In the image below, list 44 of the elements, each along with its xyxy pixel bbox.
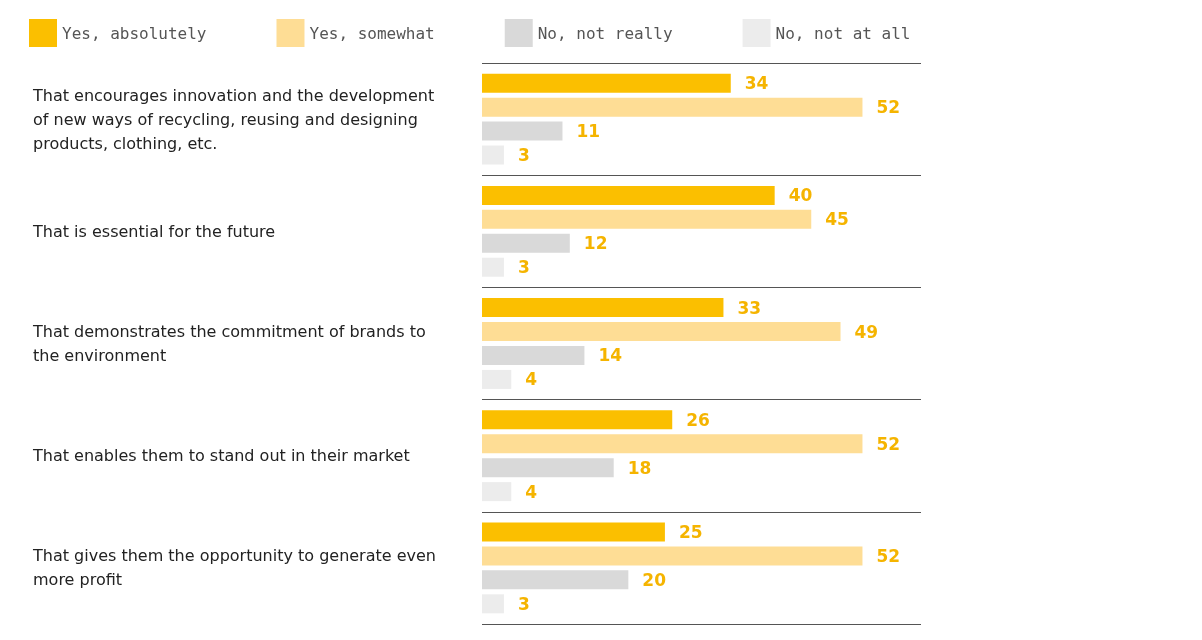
data-label: 52 bbox=[876, 433, 901, 454]
bar bbox=[482, 570, 629, 590]
bar bbox=[482, 233, 570, 253]
data-label: 45 bbox=[825, 209, 849, 230]
data-label: 4 bbox=[525, 369, 538, 390]
data-label: 40 bbox=[788, 185, 813, 206]
legend-label: No, not at all bbox=[775, 23, 911, 43]
legend-label: Yes, somewhat bbox=[309, 23, 435, 43]
data-label: 25 bbox=[678, 521, 703, 542]
bar bbox=[482, 434, 863, 454]
data-label: 12 bbox=[583, 233, 608, 254]
data-label: 4 bbox=[525, 481, 538, 502]
bar bbox=[482, 121, 563, 141]
data-label: 49 bbox=[854, 321, 879, 342]
bar bbox=[482, 97, 863, 117]
y-tick-label: That enables them to stand out in their market bbox=[32, 446, 410, 466]
data-label: 14 bbox=[598, 345, 623, 366]
data-label: 33 bbox=[737, 297, 762, 318]
data-label: 52 bbox=[876, 97, 901, 118]
data-label: 3 bbox=[517, 593, 530, 614]
y-tick-label: That gives them the opportunity to generate even more profit bbox=[32, 546, 442, 590]
data-label: 52 bbox=[876, 545, 901, 566]
bar bbox=[482, 345, 585, 365]
bar bbox=[482, 458, 614, 478]
bar bbox=[482, 546, 863, 566]
data-label: 11 bbox=[576, 121, 601, 142]
data-label: 34 bbox=[744, 73, 769, 94]
data-label: 20 bbox=[642, 569, 667, 590]
bar bbox=[482, 322, 841, 342]
legend-label: Yes, absolutely bbox=[62, 23, 207, 43]
bar bbox=[482, 410, 673, 430]
bar bbox=[482, 298, 724, 318]
bar bbox=[482, 209, 812, 229]
y-tick-label: That encourages innovation and the development of new ways of recycling, reusing and designing products, clothing, etc. bbox=[32, 85, 440, 153]
bar bbox=[482, 185, 775, 205]
data-label: 26 bbox=[686, 409, 710, 430]
y-tick-label: That is essential for the future bbox=[32, 221, 276, 241]
bar bbox=[482, 73, 731, 93]
data-label: 18 bbox=[627, 457, 652, 478]
data-label: 3 bbox=[517, 257, 530, 278]
legend-label: No, not really bbox=[537, 23, 673, 43]
bar bbox=[482, 522, 665, 542]
data-label: 3 bbox=[517, 145, 530, 166]
y-tick-label: That demonstrates the commitment of brands to the environment bbox=[32, 322, 431, 365]
